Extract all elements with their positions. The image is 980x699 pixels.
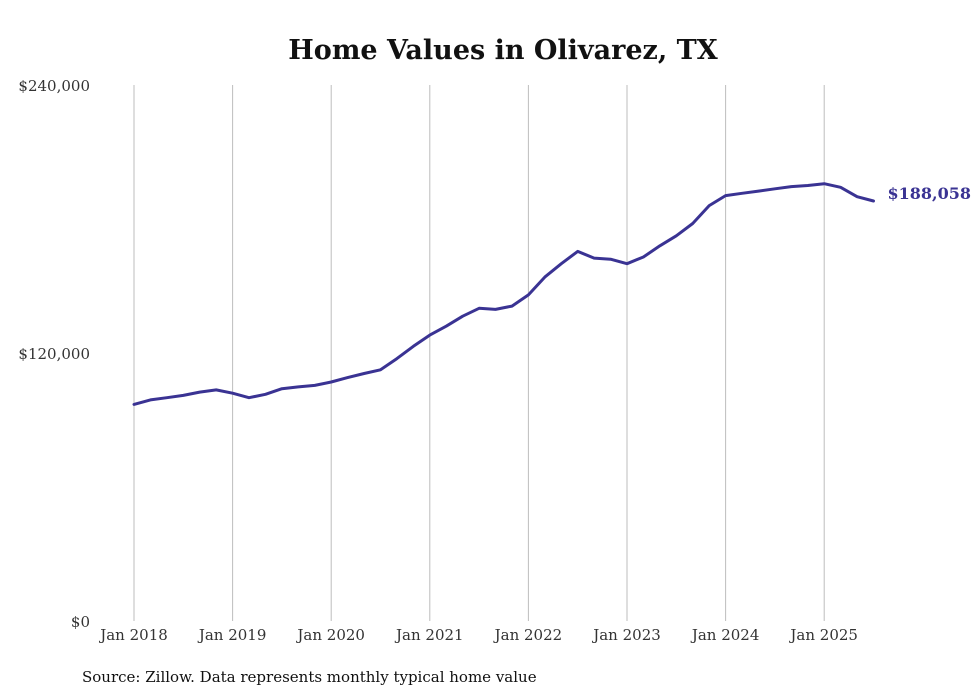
x-tick-label: Jan 2022 [493,626,563,644]
x-tick-label: Jan 2024 [690,626,760,644]
x-tick-label: Jan 2019 [197,626,267,644]
x-tick-label: Jan 2018 [98,626,168,644]
x-tick-label: Jan 2020 [295,626,365,644]
x-tick-label: Jan 2025 [788,626,858,644]
source-note: Source: Zillow. Data represents monthly … [82,668,537,686]
y-tick-label: $0 [71,613,90,631]
x-tick-label: Jan 2023 [591,626,661,644]
y-axis-ticks: $0 $120,000 $240,000 [18,77,90,631]
chart-title: Home Values in Olivarez, TX [288,35,717,66]
gridlines [133,85,825,621]
x-tick-label: Jan 2021 [394,626,464,644]
y-tick-label: $120,000 [18,345,90,363]
y-tick-label: $240,000 [18,77,90,95]
home-value-line [132,182,875,406]
latest-value-label: $188,058 [888,184,972,203]
x-axis-ticks: Jan 2018 Jan 2019 Jan 2020 Jan 2021 Jan 2022… [98,626,858,644]
